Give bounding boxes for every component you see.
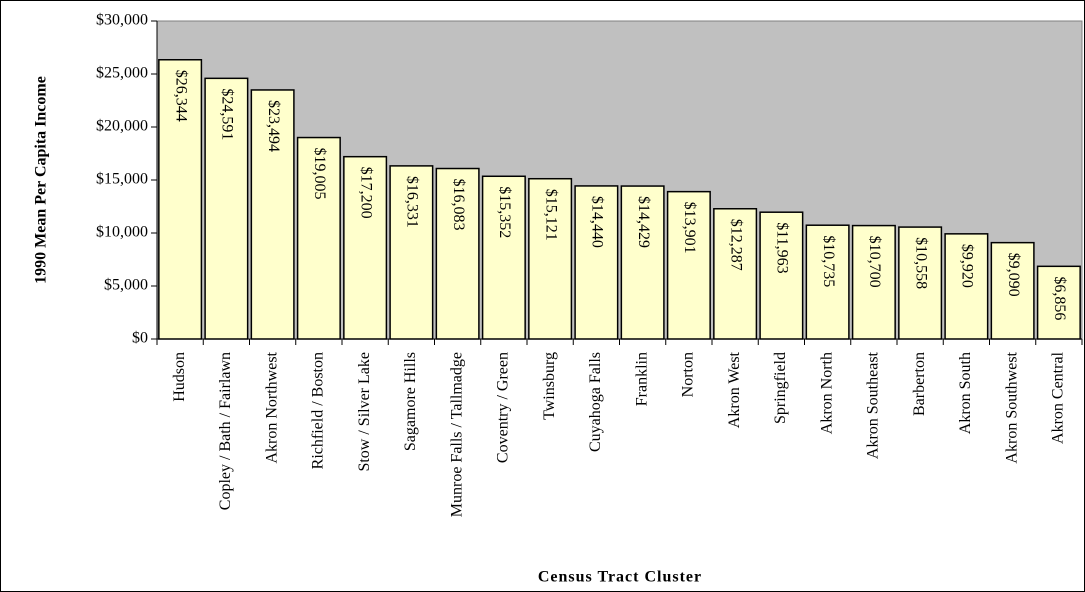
data-label: $16,331	[404, 176, 421, 228]
data-label: $11,963	[774, 222, 791, 273]
plot-area	[156, 20, 1083, 340]
data-label: $16,083	[450, 179, 467, 231]
bar	[944, 233, 989, 340]
bar	[851, 224, 896, 340]
x-tick-label: Springfield	[772, 352, 789, 424]
data-label: $15,121	[542, 189, 559, 241]
x-tick-label: Stow / Silver Lake	[356, 352, 373, 472]
x-tick-label: Akron West	[726, 351, 743, 428]
y-tick-label: $20,000	[96, 118, 148, 135]
data-label: $14,429	[635, 196, 652, 248]
bar	[574, 185, 619, 340]
bar	[620, 185, 665, 340]
data-label: $10,735	[820, 235, 837, 287]
data-label: $14,440	[589, 196, 606, 248]
y-axis-title: 1990 Mean Per Capita Income	[33, 76, 50, 284]
x-tick-label: Franklin	[633, 352, 650, 406]
x-tick-label: Richfield / Boston	[310, 352, 327, 469]
y-tick-label: $5,000	[104, 277, 148, 294]
bar	[296, 136, 341, 340]
x-tick-label: Akron Central	[1050, 351, 1067, 444]
bar	[528, 177, 573, 340]
y-tick-label: $10,000	[96, 224, 148, 241]
bar	[805, 224, 850, 340]
x-tick-label: Cuyahoga Falls	[587, 352, 604, 452]
data-label: $10,700	[866, 236, 883, 288]
bar	[898, 226, 943, 340]
x-tick-label: Twinsburg	[541, 352, 558, 420]
x-tick-label: Akron North	[818, 352, 835, 434]
bar	[435, 167, 480, 340]
bar	[759, 211, 804, 340]
x-tick-label: Norton	[680, 352, 697, 397]
y-tick-label: $0	[132, 330, 148, 347]
x-tick-label: Sagamore Hills	[402, 352, 419, 451]
x-axis-title: Census Tract Cluster	[538, 569, 702, 586]
x-tick-label: Akron Southwest	[1003, 351, 1020, 463]
x-tick-label: Barberton	[911, 352, 928, 416]
data-label: $19,005	[311, 148, 328, 200]
y-tick-label: $15,000	[96, 171, 148, 188]
y-tick-label: $30,000	[96, 12, 148, 29]
bar	[990, 241, 1035, 340]
data-label: $13,901	[681, 202, 698, 254]
data-label: $9,920	[959, 244, 976, 288]
x-tick-label: Akron Northwest	[263, 351, 280, 463]
data-label: $10,558	[912, 237, 929, 289]
data-label: $9,090	[1005, 253, 1022, 297]
data-label: $15,352	[496, 186, 513, 238]
bar	[1036, 265, 1081, 340]
x-tick-label: Akron Southeast	[865, 351, 882, 459]
bar	[343, 155, 388, 340]
data-label: $24,591	[219, 88, 236, 140]
x-tick-label: Akron South	[957, 352, 974, 434]
x-tick-label: Hudson	[171, 352, 188, 402]
data-label: $17,200	[357, 167, 374, 219]
y-tick-label: $25,000	[96, 65, 148, 82]
data-label: $23,494	[265, 100, 282, 152]
data-label: $12,287	[727, 219, 744, 271]
x-tick-label: Munroe Falls / Tallmadge	[448, 352, 465, 517]
bar	[389, 165, 434, 340]
bar	[713, 208, 758, 340]
data-label: $26,344	[172, 70, 189, 122]
data-label: $6,856	[1051, 276, 1068, 320]
x-tick-label: Copley / Bath / Fairlawn	[217, 352, 234, 510]
bar	[481, 175, 526, 340]
x-tick-label: Coventry / Green	[495, 352, 512, 463]
